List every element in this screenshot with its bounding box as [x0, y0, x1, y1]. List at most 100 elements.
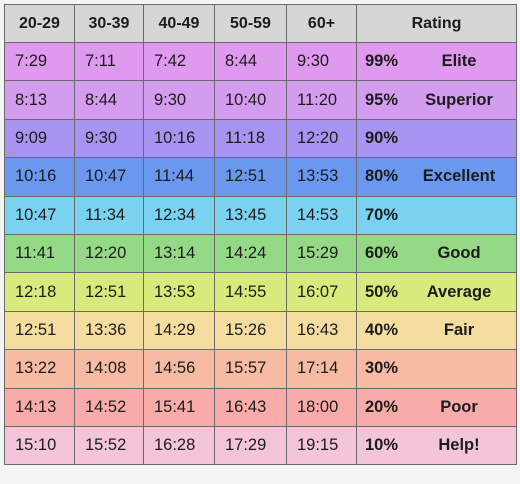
table-row: 15:10 15:52 16:28 17:29 19:15 10% Help! [4, 425, 517, 466]
time-cell: 7:11 [74, 41, 144, 82]
rating-cell: 95% Superior [356, 80, 517, 120]
rating-percent: 30% [365, 359, 399, 378]
time-cell: 17:29 [214, 425, 287, 466]
time-cell: 14:53 [286, 195, 357, 235]
time-cell: 12:51 [74, 272, 144, 312]
time-cell: 15:57 [214, 349, 287, 389]
rating-percent: 95% [365, 90, 399, 109]
rating-percent: 60% [365, 244, 399, 263]
rating-percent: 10% [365, 436, 399, 455]
rating-label: Excellent [422, 167, 496, 186]
rating-label: Average [426, 282, 492, 301]
header-row: 20-29 30-39 40-49 50-59 60+ Rating [4, 4, 517, 43]
time-cell: 10:16 [143, 118, 215, 159]
rating-label: Poor [440, 397, 478, 416]
rating-label: Help! [438, 436, 480, 455]
time-cell: 11:18 [214, 118, 287, 159]
table-row: 12:51 13:36 14:29 15:26 16:43 40% Fair [4, 310, 517, 351]
rating-percent: 70% [365, 205, 399, 224]
rating-label: Elite [441, 52, 477, 71]
rating-cell: 30% [356, 349, 517, 389]
time-cell: 16:43 [286, 310, 357, 351]
time-cell: 11:41 [4, 233, 75, 274]
time-cell: 14:52 [74, 387, 144, 427]
table-row: 12:18 12:51 13:53 14:55 16:07 50% Average [4, 272, 517, 312]
time-cell: 11:34 [74, 195, 144, 235]
time-cell: 13:45 [214, 195, 287, 235]
time-cell: 12:20 [286, 118, 357, 159]
time-cell: 13:36 [74, 310, 144, 351]
time-cell: 14:56 [143, 349, 215, 389]
time-cell: 9:30 [286, 41, 357, 82]
time-cell: 14:08 [74, 349, 144, 389]
rating-cell: 10% Help! [356, 425, 517, 466]
time-cell: 15:41 [143, 387, 215, 427]
rating-label: Superior [425, 90, 493, 109]
time-cell: 14:13 [4, 387, 75, 427]
rating-percent: 99% [365, 52, 399, 71]
time-cell: 15:26 [214, 310, 287, 351]
header-age-60-plus: 60+ [286, 4, 357, 43]
time-cell: 16:28 [143, 425, 215, 466]
time-cell: 14:29 [143, 310, 215, 351]
time-cell: 7:29 [4, 41, 75, 82]
time-cell: 9:30 [143, 80, 215, 120]
time-cell: 10:40 [214, 80, 287, 120]
time-cell: 11:44 [143, 157, 215, 197]
rating-cell: 20% Poor [356, 387, 517, 427]
time-cell: 7:42 [143, 41, 215, 82]
table-row: 10:16 10:47 11:44 12:51 13:53 80% Excellent [4, 157, 517, 197]
time-cell: 10:16 [4, 157, 75, 197]
rating-percent: 80% [365, 167, 399, 186]
table-row: 13:22 14:08 14:56 15:57 17:14 30% [4, 349, 517, 389]
time-cell: 9:30 [74, 118, 144, 159]
table-row: 7:29 7:11 7:42 8:44 9:30 99% Elite [4, 41, 517, 82]
header-age-30-39: 30-39 [74, 4, 144, 43]
rating-percent: 40% [365, 320, 399, 339]
time-cell: 8:44 [214, 41, 287, 82]
time-cell: 13:22 [4, 349, 75, 389]
time-cell: 11:20 [286, 80, 357, 120]
header-age-50-59: 50-59 [214, 4, 287, 43]
table-row: 9:09 9:30 10:16 11:18 12:20 90% [4, 118, 517, 159]
table-row: 10:47 11:34 12:34 13:45 14:53 70% [4, 195, 517, 235]
header-age-20-29: 20-29 [4, 4, 75, 43]
rating-cell: 50% Average [356, 272, 517, 312]
header-age-40-49: 40-49 [143, 4, 215, 43]
header-rating: Rating [356, 4, 517, 43]
time-cell: 18:00 [286, 387, 357, 427]
time-cell: 8:44 [74, 80, 144, 120]
time-cell: 16:43 [214, 387, 287, 427]
rating-cell: 60% Good [356, 233, 517, 274]
rating-label: Good [437, 244, 481, 263]
rating-percent: 20% [365, 397, 399, 416]
time-cell: 12:18 [4, 272, 75, 312]
rating-cell: 70% [356, 195, 517, 235]
time-cell: 10:47 [74, 157, 144, 197]
rating-label: Fair [443, 320, 475, 339]
rating-percent: 50% [365, 282, 399, 301]
time-cell: 15:52 [74, 425, 144, 466]
time-cell: 13:14 [143, 233, 215, 274]
time-cell: 13:53 [286, 157, 357, 197]
table-row: 11:41 12:20 13:14 14:24 15:29 60% Good [4, 233, 517, 274]
time-cell: 10:47 [4, 195, 75, 235]
rating-cell: 40% Fair [356, 310, 517, 351]
time-cell: 8:13 [4, 80, 75, 120]
time-cell: 16:07 [286, 272, 357, 312]
time-cell: 14:55 [214, 272, 287, 312]
time-cell: 13:53 [143, 272, 215, 312]
time-cell: 9:09 [4, 118, 75, 159]
rating-cell: 80% Excellent [356, 157, 517, 197]
table-row: 8:13 8:44 9:30 10:40 11:20 95% Superior [4, 80, 517, 120]
time-cell: 15:10 [4, 425, 75, 466]
time-cell: 12:51 [4, 310, 75, 351]
table-row: 14:13 14:52 15:41 16:43 18:00 20% Poor [4, 387, 517, 427]
time-cell: 12:51 [214, 157, 287, 197]
age-rating-table: 20-29 30-39 40-49 50-59 60+ Rating 7:29 7… [4, 4, 517, 466]
rating-percent: 90% [365, 128, 399, 147]
time-cell: 12:34 [143, 195, 215, 235]
time-cell: 12:20 [74, 233, 144, 274]
time-cell: 19:15 [286, 425, 357, 466]
